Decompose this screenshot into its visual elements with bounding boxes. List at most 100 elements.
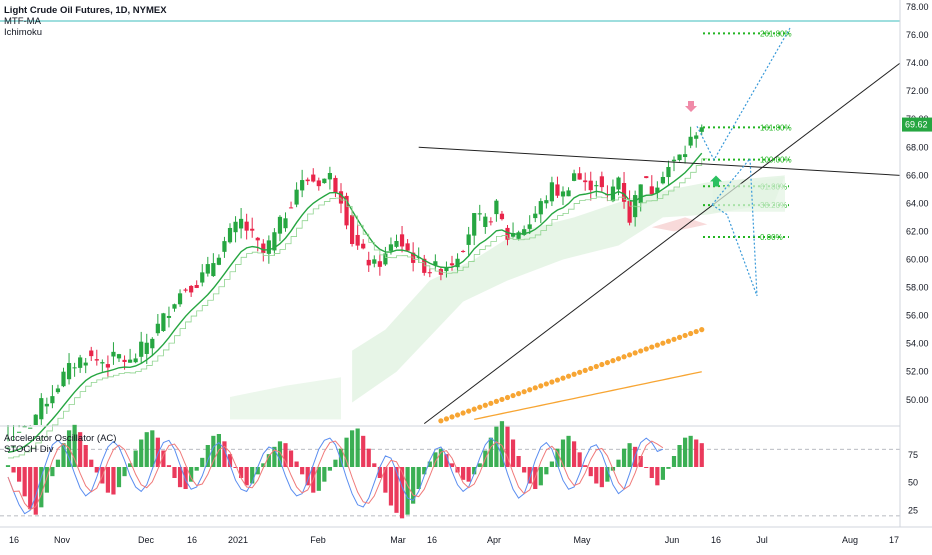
orange-ma-dot xyxy=(693,328,699,335)
candle-body xyxy=(39,398,44,420)
candle-body xyxy=(671,159,677,162)
orange-ma-dot xyxy=(471,406,477,412)
candle-body xyxy=(361,243,366,249)
candle-body xyxy=(505,227,510,240)
ac-bar xyxy=(488,437,493,467)
ac-bar xyxy=(22,467,27,497)
candle-body xyxy=(594,185,599,187)
projection-bearish-path xyxy=(711,156,758,297)
ac-bar xyxy=(461,467,466,480)
ac-bar xyxy=(122,467,127,477)
candle-body xyxy=(311,174,316,182)
chart-title: Light Crude Oil Futures, 1D, NYMEX xyxy=(4,5,167,16)
ac-bar xyxy=(205,445,210,467)
price-axis-tick: 58.00 xyxy=(906,283,929,293)
orange-ma-dot xyxy=(638,348,644,354)
ac-bar xyxy=(327,467,332,471)
fib-level-label: 0.00% xyxy=(760,233,783,242)
time-axis-tick: Nov xyxy=(54,535,71,545)
orange-ma-dot xyxy=(627,352,633,358)
candle-body xyxy=(211,263,216,277)
time-axis-tick: 16 xyxy=(427,535,437,545)
oscillator-subtitle[interactable]: STOCH Div xyxy=(4,444,54,455)
candle-body xyxy=(216,257,221,265)
ac-bar xyxy=(438,448,443,467)
ac-bar xyxy=(394,467,399,513)
orange-ma-dot xyxy=(477,404,483,410)
ac-bar xyxy=(544,467,549,475)
ac-bar xyxy=(222,441,227,467)
candle-body xyxy=(300,180,305,191)
price-axis-tick: 50.00 xyxy=(906,395,929,405)
ac-bar xyxy=(527,467,532,484)
orange-ma-dot xyxy=(532,385,538,391)
orange-ma-dot xyxy=(615,356,622,362)
orange-ma-dot xyxy=(671,336,677,342)
candle-body xyxy=(483,216,488,227)
price-axis-tick: 52.00 xyxy=(906,367,929,377)
candle-body xyxy=(55,388,61,393)
ac-bar xyxy=(638,456,643,467)
ac-bar xyxy=(333,459,338,467)
orange-ma-dot xyxy=(632,350,638,356)
candle-body xyxy=(100,362,105,364)
price-axis-tick: 76.00 xyxy=(906,30,929,40)
indicator-mtf-ma[interactable]: MTF-MA xyxy=(4,16,41,27)
ac-bar xyxy=(649,467,654,478)
ac-bar xyxy=(399,467,405,519)
ac-bar xyxy=(572,441,577,467)
candle-body xyxy=(288,207,294,209)
ac-bar xyxy=(466,467,471,482)
ichimoku-cloud-early xyxy=(230,377,341,420)
ac-bar xyxy=(111,467,116,495)
orange-ma-dot xyxy=(488,400,494,406)
candle-body xyxy=(111,351,116,357)
ac-bar xyxy=(361,435,366,467)
candle-body xyxy=(510,233,516,237)
candle-body xyxy=(488,221,493,223)
candle-body xyxy=(272,232,277,251)
candle-body xyxy=(644,176,649,179)
orange-ma-dot xyxy=(699,327,705,333)
oscillator-axis-tick: 25 xyxy=(908,505,918,515)
candle-body xyxy=(166,315,172,318)
candle-body xyxy=(66,363,72,380)
price-axis-tick: 64.00 xyxy=(906,198,929,208)
time-axis-tick: 16 xyxy=(187,535,197,545)
ac-bar xyxy=(244,467,249,486)
mtf-ma-step-line xyxy=(8,158,708,459)
candle-body xyxy=(83,362,88,366)
ac-bar xyxy=(338,448,344,467)
time-axis-tick: Feb xyxy=(310,535,326,545)
orange-ma-dot xyxy=(649,344,655,350)
fib-level-label: 261.80% xyxy=(760,29,792,38)
ac-bar xyxy=(505,426,510,467)
candle-body xyxy=(383,253,388,265)
candle-body xyxy=(694,135,699,139)
time-axis-tick: Jun xyxy=(665,535,680,545)
price-axis-tick: 78.00 xyxy=(906,2,929,12)
oscillator-title[interactable]: Accelerator Oscillator (AC) xyxy=(4,433,117,444)
ac-bar xyxy=(17,467,22,482)
ac-bar xyxy=(5,465,11,467)
candle-body xyxy=(666,166,671,178)
ac-bar xyxy=(83,445,88,467)
ac-bar xyxy=(300,467,305,475)
last-price-label: 69.62 xyxy=(905,120,928,130)
candle-body xyxy=(305,179,310,182)
ac-bar xyxy=(433,452,438,467)
indicator-ichimoku[interactable]: Ichimoku xyxy=(4,27,43,38)
orange-ma-dot xyxy=(527,387,533,393)
ac-bar xyxy=(366,448,371,467)
candle-body xyxy=(205,264,210,274)
ac-bar xyxy=(233,467,238,468)
candle-body xyxy=(61,371,66,387)
ac-bar xyxy=(383,467,388,493)
time-axis-tick: 2021 xyxy=(228,535,248,545)
candle-body xyxy=(399,234,405,247)
orange-ma-dot xyxy=(493,398,499,404)
candle-body xyxy=(466,234,471,245)
ac-bar xyxy=(583,465,588,467)
candle-body xyxy=(683,154,688,158)
